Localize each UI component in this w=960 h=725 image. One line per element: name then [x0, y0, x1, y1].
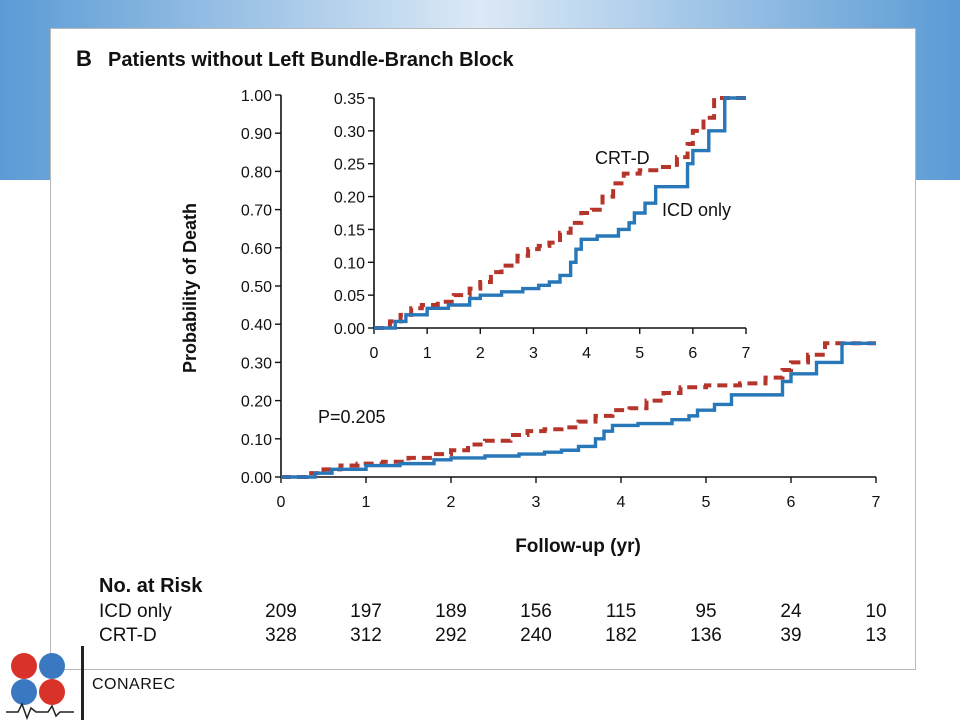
inset-x-tick-label: 4 — [582, 345, 591, 362]
inset-axes: 0 1 2 3 4 5 6 7 0.00 0.05 0.10 0.15 0.20 0.25 0.30 0.35 — [334, 91, 751, 362]
main-y-tick-label: 0.60 — [241, 241, 272, 258]
inset-y-tick-label: 0.20 — [334, 190, 365, 207]
inset-x-tick-label: 6 — [688, 345, 697, 362]
main-y-tick-label: 0.00 — [241, 470, 272, 487]
inset-y-tick-label: 0.35 — [334, 91, 365, 108]
inset-x-tick-label: 1 — [423, 345, 432, 362]
logo-container — [0, 646, 84, 721]
main-y-tick-label: 1.00 — [241, 88, 272, 105]
main-y-tick-label: 0.50 — [241, 279, 272, 296]
main-x-tick-label: 7 — [872, 494, 881, 511]
inset-x-tick-label: 2 — [476, 345, 485, 362]
inset-x-tick-label: 0 — [370, 345, 379, 362]
inset-series-icd-only-line — [374, 96, 746, 330]
inset-label-icd-only: ICD only — [662, 200, 731, 220]
inset-series-crt-d-line — [374, 96, 746, 330]
main-y-tick-label: 0.70 — [241, 203, 272, 220]
main-series-crt-d-line — [281, 341, 876, 479]
main-axes: 0 1 2 3 4 5 6 7 0.00 0.10 0.20 0.30 0.40 0.50 0.60 0.70… — [241, 88, 881, 511]
main-y-tick-label: 0.30 — [241, 355, 272, 372]
inset-label-crt-d: CRT-D — [595, 148, 650, 168]
inset-y-tick-label: 0.00 — [334, 321, 365, 338]
inset-y-tick-label: 0.15 — [334, 222, 365, 239]
heart-clover-logo-icon — [6, 653, 74, 721]
main-x-tick-label: 3 — [532, 494, 541, 511]
main-x-tick-label: 1 — [362, 494, 371, 511]
inset-series — [374, 96, 746, 330]
main-y-tick-label: 0.80 — [241, 164, 272, 181]
main-ylabel: Probability of Death — [180, 203, 200, 373]
main-y-tick-label: 0.20 — [241, 394, 272, 411]
main-x-tick-label: 2 — [447, 494, 456, 511]
panel-letter: B — [76, 46, 92, 71]
main-series — [281, 341, 876, 479]
main-xlabel: Follow-up (yr) — [515, 536, 641, 557]
main-y-tick-label: 0.40 — [241, 317, 272, 334]
inset-x-tick-label: 7 — [742, 345, 751, 362]
org-name: CONAREC — [92, 676, 176, 693]
figure-panel — [50, 28, 916, 670]
main-x-tick-label: 4 — [617, 494, 626, 511]
main-x-tick-label: 6 — [787, 494, 796, 511]
p-value-annotation: P=0.205 — [318, 407, 386, 427]
main-x-tick-label: 0 — [277, 494, 286, 511]
main-x-tick-label: 5 — [702, 494, 711, 511]
inset-y-tick-label: 0.25 — [334, 157, 365, 174]
inset-y-tick-label: 0.30 — [334, 124, 365, 141]
main-y-tick-label: 0.90 — [241, 126, 272, 143]
inset-x-tick-label: 3 — [529, 345, 538, 362]
main-y-tick-label: 0.10 — [241, 432, 272, 449]
main-series-icd-only-line — [281, 341, 876, 479]
inset-y-tick-label: 0.05 — [334, 288, 365, 305]
inset-y-tick-label: 0.10 — [334, 255, 365, 272]
panel-title: Patients without Left Bundle-Branch Bloc… — [108, 49, 514, 71]
inset-x-tick-label: 5 — [635, 345, 644, 362]
